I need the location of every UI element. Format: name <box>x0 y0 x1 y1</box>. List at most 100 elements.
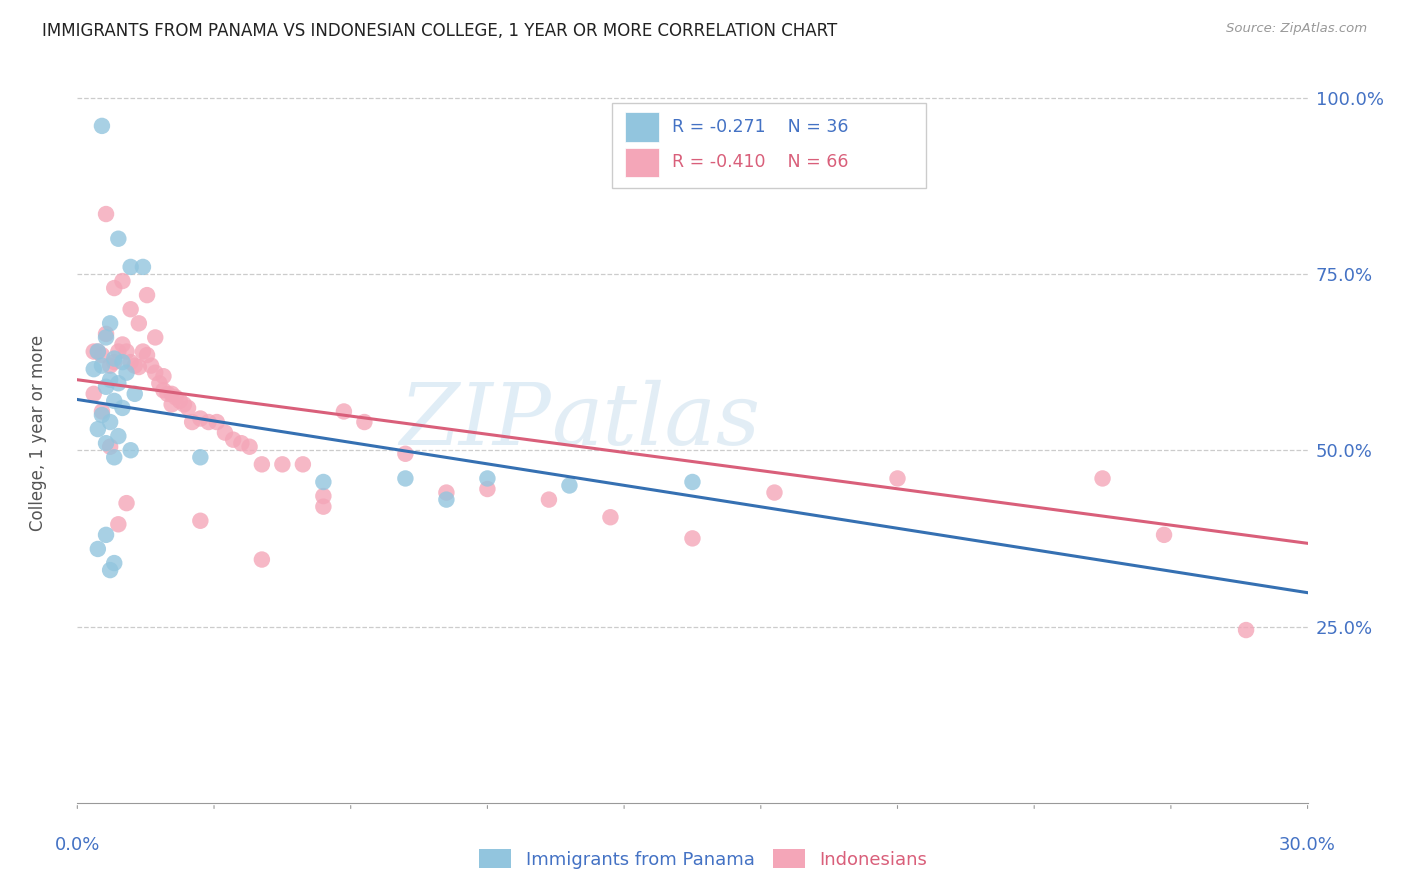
Point <box>1091 471 1114 485</box>
Text: atlas: atlas <box>551 380 761 463</box>
Text: 30.0%: 30.0% <box>1279 836 1336 855</box>
Point <box>120 443 142 458</box>
Point <box>312 475 335 489</box>
Point <box>90 404 114 418</box>
Point <box>271 458 294 472</box>
Text: R = -0.271    N = 36: R = -0.271 N = 36 <box>672 118 848 136</box>
Point <box>124 359 146 373</box>
Text: R = -0.410    N = 66: R = -0.410 N = 66 <box>672 153 848 171</box>
Point <box>107 517 129 532</box>
Point <box>107 429 129 443</box>
Point <box>107 344 129 359</box>
Point <box>103 556 125 570</box>
Point <box>558 478 581 492</box>
Point <box>111 401 134 415</box>
Point <box>537 492 560 507</box>
Point <box>128 316 150 330</box>
Point <box>477 482 499 496</box>
Point <box>156 387 179 401</box>
Point <box>599 510 621 524</box>
Point <box>94 380 117 394</box>
FancyBboxPatch shape <box>624 147 659 178</box>
Point <box>111 337 134 351</box>
Point <box>94 436 117 450</box>
Point <box>143 366 166 380</box>
Point <box>763 485 786 500</box>
Point <box>222 433 245 447</box>
Point <box>312 500 335 514</box>
Point <box>239 440 262 454</box>
Point <box>111 355 134 369</box>
Point <box>98 316 121 330</box>
Point <box>115 366 138 380</box>
FancyBboxPatch shape <box>613 103 927 188</box>
Point <box>103 450 125 465</box>
Point <box>90 359 114 373</box>
Point <box>107 376 129 391</box>
Point <box>177 401 200 415</box>
Point <box>98 563 121 577</box>
Text: ZIP: ZIP <box>399 380 551 463</box>
Point <box>87 344 110 359</box>
Point <box>98 359 121 373</box>
Point <box>103 355 125 369</box>
Point <box>250 458 273 472</box>
Point <box>94 528 117 542</box>
Point <box>120 260 142 274</box>
Point <box>291 458 314 472</box>
FancyBboxPatch shape <box>624 112 659 142</box>
Point <box>98 440 121 454</box>
Point <box>107 232 129 246</box>
Point <box>90 348 114 362</box>
Point <box>141 359 163 373</box>
Point <box>136 348 159 362</box>
Point <box>188 514 212 528</box>
Point <box>87 344 110 359</box>
Point <box>132 260 155 274</box>
Point <box>353 415 375 429</box>
Point <box>188 411 212 425</box>
Point <box>136 288 159 302</box>
Point <box>148 376 170 391</box>
Point <box>436 485 458 500</box>
Point <box>87 541 110 556</box>
Point <box>312 489 335 503</box>
Point <box>103 351 125 366</box>
Point <box>94 330 117 344</box>
Point <box>143 330 166 344</box>
Point <box>197 415 219 429</box>
Point <box>231 436 253 450</box>
Text: College, 1 year or more: College, 1 year or more <box>28 334 46 531</box>
Point <box>477 471 499 485</box>
Legend: Immigrants from Panama, Indonesians: Immigrants from Panama, Indonesians <box>471 842 935 876</box>
Point <box>682 532 704 546</box>
Point <box>205 415 228 429</box>
Point <box>394 471 416 485</box>
Point <box>394 447 416 461</box>
Point <box>98 415 121 429</box>
Point <box>103 281 125 295</box>
Point <box>94 207 117 221</box>
Text: IMMIGRANTS FROM PANAMA VS INDONESIAN COLLEGE, 1 YEAR OR MORE CORRELATION CHART: IMMIGRANTS FROM PANAMA VS INDONESIAN COL… <box>42 22 838 40</box>
Point <box>94 326 117 341</box>
Text: 0.0%: 0.0% <box>55 836 100 855</box>
Point <box>188 450 212 465</box>
Point <box>165 390 187 404</box>
Point <box>160 397 183 411</box>
Point <box>83 387 105 401</box>
Text: Source: ZipAtlas.com: Source: ZipAtlas.com <box>1226 22 1367 36</box>
Point <box>124 387 146 401</box>
Point <box>128 359 150 374</box>
Point <box>152 384 174 398</box>
Point <box>115 344 138 359</box>
Point <box>83 344 105 359</box>
Point <box>152 369 174 384</box>
Point <box>83 362 105 376</box>
Point <box>120 355 142 369</box>
Point <box>111 274 134 288</box>
Point <box>120 302 142 317</box>
Point <box>90 119 114 133</box>
Point <box>115 496 138 510</box>
Point <box>160 387 183 401</box>
Point <box>169 393 191 408</box>
